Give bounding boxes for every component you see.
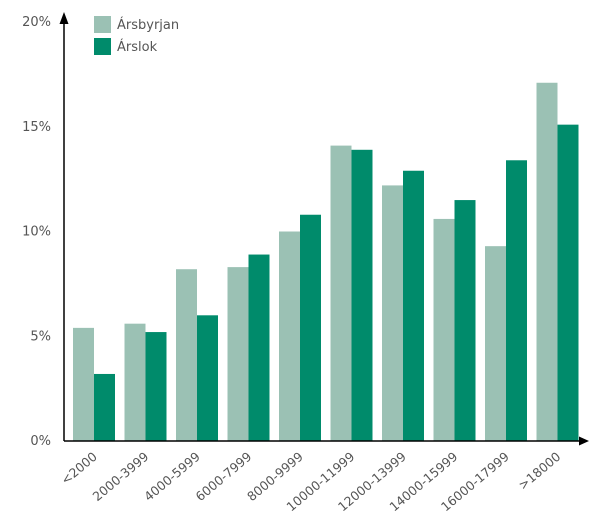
bar-arslok	[94, 373, 115, 441]
bar-arslok	[197, 315, 218, 441]
bar-arsbyrjan	[73, 327, 94, 441]
bar-arsbyrjan	[176, 269, 197, 441]
bar-arslok	[300, 214, 321, 441]
bar-arsbyrjan	[536, 82, 558, 441]
bar-arsbyrjan	[382, 185, 403, 441]
legend-label-arsbyrjan: Ársbyrjan	[117, 17, 179, 33]
bar-arslok	[557, 124, 579, 441]
bar-arsbyrjan	[433, 218, 455, 441]
y-axis-arrow-icon	[59, 12, 69, 24]
bar-arsbyrjan	[485, 246, 506, 441]
y-tick-label: 15%	[22, 120, 51, 135]
bar-arsbyrjan	[124, 323, 146, 441]
bar-arslok	[403, 170, 424, 441]
bar-arslok	[454, 200, 476, 441]
bar-arsbyrjan	[227, 267, 249, 441]
y-tick-label: 5%	[30, 329, 51, 344]
bar-arslok	[248, 254, 270, 441]
bar-arsbyrjan	[330, 145, 352, 442]
bar-arslok	[506, 160, 527, 441]
legend-label-arslok: Árslok	[117, 39, 158, 55]
y-tick-label: 20%	[22, 15, 51, 30]
legend: Ársbyrjan Árslok	[94, 16, 179, 55]
legend-swatch-arsbyrjan	[94, 16, 111, 33]
x-tick-label: 6000-7999	[193, 449, 255, 504]
x-tick-label: <2000	[58, 449, 100, 488]
bar-arslok	[351, 149, 373, 442]
legend-swatch-arslok	[94, 38, 111, 55]
y-tick-label: 10%	[22, 225, 51, 240]
bars	[73, 82, 579, 442]
axes	[59, 12, 589, 446]
y-axis-ticks: 0% 5% 10% 15% 20%	[22, 15, 51, 449]
x-axis-categories: <20002000-39994000-59996000-79998000-999…	[58, 449, 564, 515]
bar-arsbyrjan	[279, 231, 300, 441]
x-tick-label: >18000	[515, 449, 563, 493]
bar-arslok	[145, 332, 167, 441]
y-tick-label: 0%	[30, 434, 51, 449]
x-tick-label: 2000-3999	[90, 449, 152, 504]
x-tick-label: 4000-5999	[141, 449, 203, 504]
x-axis-arrow-icon	[579, 436, 589, 446]
